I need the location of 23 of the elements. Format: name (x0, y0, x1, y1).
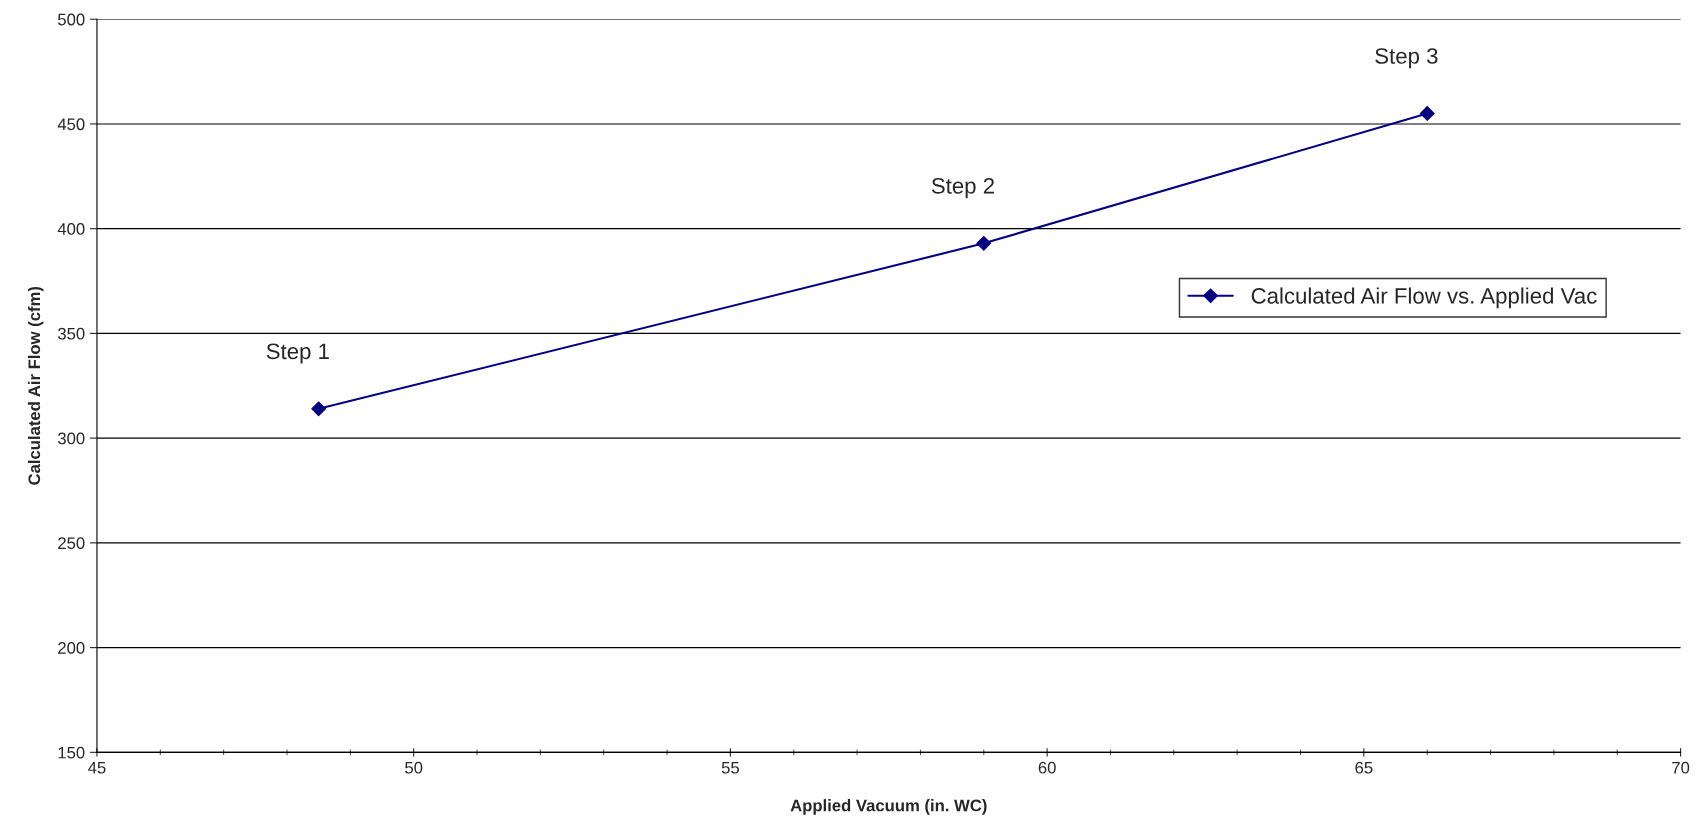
x-tick-label: 65 (1355, 761, 1373, 774)
annotation: Step 3 (1375, 48, 1438, 69)
y-tick-label: 200 (58, 642, 85, 654)
y-tick-label: 350 (57, 327, 85, 340)
point (976, 235, 992, 251)
x-axis-title: Applied Vacuum (in. WC) (790, 799, 987, 815)
x-tick-label: 55 (721, 761, 739, 774)
y-tick-label: 450 (57, 118, 85, 131)
y-tick-label: 500 (58, 13, 85, 26)
point (311, 401, 327, 417)
x-tick-label: 60 (1038, 761, 1056, 774)
annotation: Step 1 (266, 343, 329, 364)
y-tick-label: 400 (57, 223, 85, 235)
x-tick-label: 70 (1672, 761, 1690, 774)
y-tick-label: 250 (58, 537, 85, 550)
annotation: Step 2 (931, 178, 994, 199)
legend-label: Calculated Air Flow vs. Applied Vac (1251, 287, 1597, 309)
x-tick-label: 50 (405, 761, 423, 774)
point (1419, 106, 1435, 121)
x-tick-label: 45 (88, 761, 106, 774)
y-axis-title: Calculated Air Flow (cfm) (27, 286, 44, 485)
y-tick-label: 150 (58, 746, 85, 759)
y-tick-label: 300 (57, 432, 85, 445)
